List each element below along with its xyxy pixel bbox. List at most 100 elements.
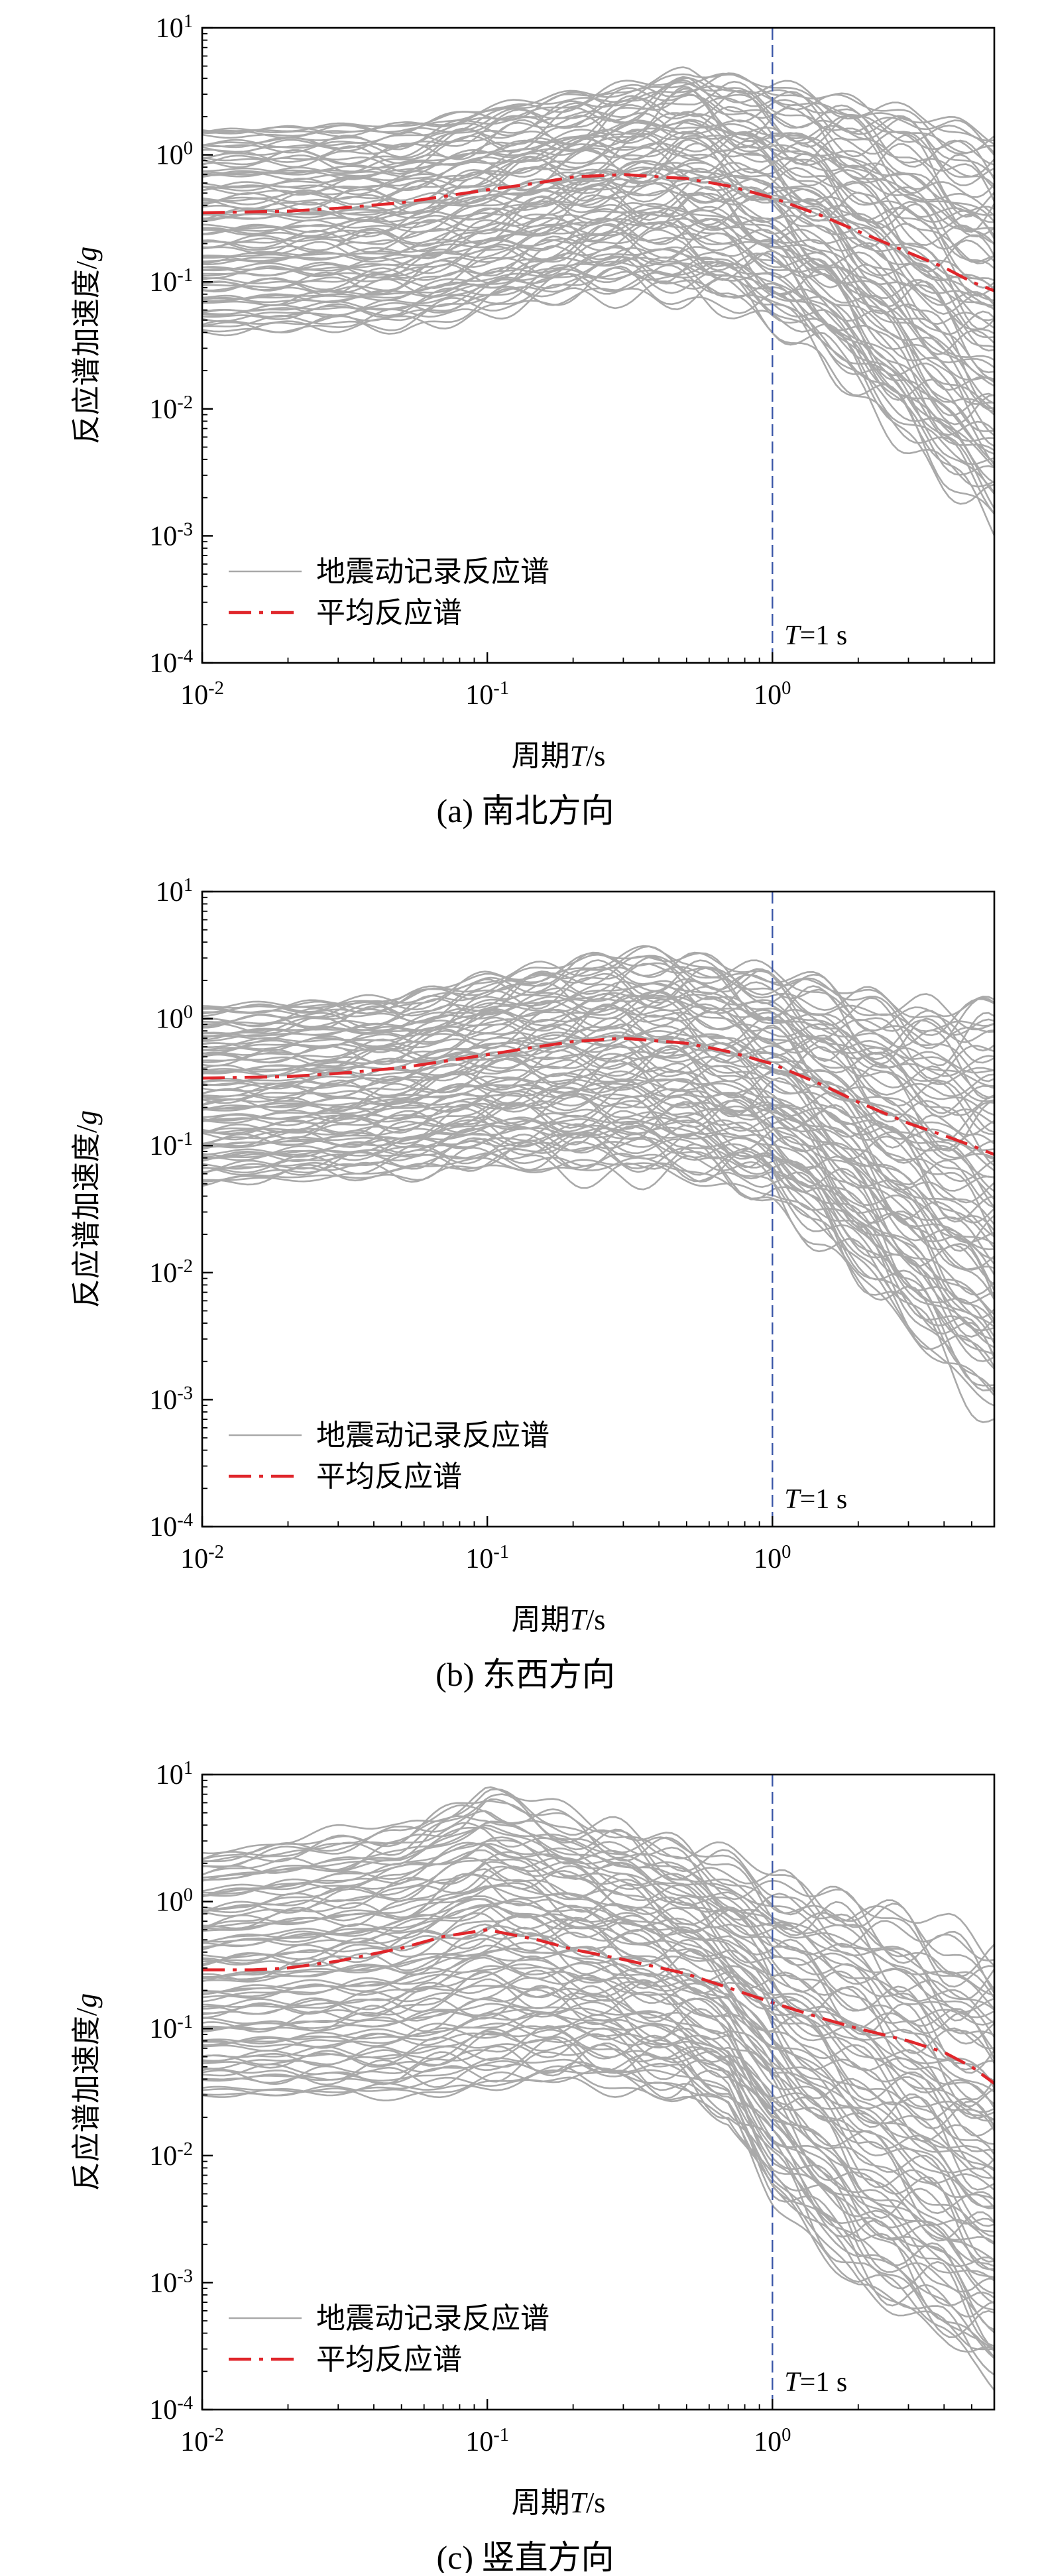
record-spectrum-line — [202, 1978, 994, 2245]
record-spectrum-line — [202, 992, 994, 1074]
record-spectrum-line — [202, 1788, 994, 1991]
record-spectrum-line — [202, 88, 994, 218]
record-spectrum-line — [202, 221, 994, 436]
mean-spectrum-line — [202, 1037, 994, 1156]
record-spectrum-line — [202, 1885, 994, 2085]
record-spectrum-line — [202, 1786, 994, 1967]
period-1s-label: T=1 s — [784, 620, 847, 651]
y-tick-label: 100 — [156, 1885, 193, 1918]
x-axis-label: 周期T/s — [512, 2487, 606, 2519]
record-spectrum-line — [202, 1820, 994, 2010]
record-spectrum-line — [202, 1932, 994, 2191]
record-spectrum-line — [202, 79, 994, 186]
y-axis-label: 反应谱加速度/g — [70, 1110, 103, 1308]
record-spectrum-line — [202, 1069, 994, 1245]
record-spectrum-line — [202, 1080, 994, 1251]
x-axis-label: 周期T/s — [512, 740, 606, 772]
y-tick-label: 100 — [156, 1002, 193, 1035]
record-spectrum-line — [202, 160, 994, 310]
record-spectrum-line — [202, 1800, 994, 1988]
record-spectrum-line — [202, 1004, 994, 1123]
record-spectrum-line — [202, 951, 994, 1046]
record-spectrum-line — [202, 119, 994, 217]
record-spectrum-line — [202, 1969, 994, 2233]
record-spectrum-line — [202, 1043, 994, 1204]
record-spectrum-line — [202, 1133, 994, 1387]
record-spectrum-line — [202, 95, 994, 198]
legend-label-records: 地震动记录反应谱 — [316, 2302, 550, 2335]
record-spectrum-line — [202, 1044, 994, 1232]
record-spectrum-line — [202, 135, 994, 289]
record-spectrum-line — [202, 255, 994, 455]
record-spectrum-line — [202, 77, 994, 154]
record-spectrum-line — [202, 1095, 994, 1299]
x-tick-label: 10-2 — [180, 678, 224, 711]
record-spectrum-line — [202, 951, 994, 1031]
record-spectrum-line — [202, 133, 994, 247]
x-tick-label: 100 — [754, 2425, 791, 2458]
axes-frame — [201, 1773, 996, 2411]
record-spectrum-line — [202, 264, 994, 484]
record-spectrum-line — [202, 161, 994, 322]
record-spectrum-line — [202, 967, 994, 1100]
record-spectrum-line — [202, 1041, 994, 1178]
legend-label-records: 地震动记录反应谱 — [316, 556, 550, 588]
record-spectrum-line — [202, 1079, 994, 1271]
record-spectrum-line — [202, 1858, 994, 2071]
record-spectrum-line — [202, 170, 994, 329]
legend-label-mean: 平均反应谱 — [316, 1460, 462, 1493]
record-spectrum-line — [202, 2014, 994, 2268]
legend-label-mean: 平均反应谱 — [316, 2343, 462, 2376]
record-spectrum-line — [202, 217, 994, 391]
record-spectrum-line — [202, 2044, 994, 2339]
record-spectrum-line — [202, 1873, 994, 2108]
record-spectrum-line — [202, 983, 994, 1077]
record-spectrum-line — [202, 229, 994, 465]
y-tick-label: 101 — [156, 875, 193, 908]
record-spectrum-line — [202, 1971, 994, 2237]
y-tick-label: 10-4 — [149, 646, 193, 679]
record-spectrum-line — [202, 1029, 994, 1171]
record-spectrum-line — [202, 2071, 994, 2391]
record-spectrum-line — [202, 1132, 994, 1357]
record-spectrum-line — [202, 1842, 994, 2019]
record-spectrum-line — [202, 224, 994, 416]
axes-frame — [201, 890, 996, 1528]
record-spectrum-line — [202, 1985, 994, 2270]
record-spectrum-line — [202, 1133, 994, 1391]
record-spectrum-line — [202, 959, 994, 1067]
record-spectrum-line — [202, 207, 994, 369]
chart-panel-a: T=1 s 10-4 10-3 10-2 10-1 100 101 10-2 10-1 100 周期… — [70, 11, 996, 829]
record-spectrum-line — [202, 72, 994, 145]
panel-caption: (a) 南北方向 — [437, 792, 614, 829]
axes-frame — [201, 27, 996, 664]
record-spectrum-line — [202, 2033, 994, 2307]
record-spectrum-line — [202, 73, 994, 153]
record-spectrum-line — [202, 176, 994, 374]
record-spectrum-line — [202, 1973, 994, 2215]
record-spectrum-line — [202, 1081, 994, 1265]
x-tick-label: 10-1 — [465, 2425, 509, 2458]
y-tick-label: 10-1 — [149, 265, 193, 298]
record-spectrum-line — [202, 1900, 994, 2109]
record-spectrum-line — [202, 1142, 994, 1393]
record-spectrum-line — [202, 1857, 994, 2074]
record-spectrum-line — [202, 1962, 994, 2191]
y-tick-label: 10-1 — [149, 2012, 193, 2045]
y-tick-label: 10-4 — [149, 1510, 193, 1543]
record-spectrum-line — [202, 945, 994, 1049]
record-spectrum-line — [202, 945, 994, 1033]
y-tick-label: 101 — [156, 1758, 193, 1791]
x-tick-label: 10-1 — [465, 678, 509, 711]
y-tick-label: 100 — [156, 138, 193, 171]
period-1s-label: T=1 s — [784, 1484, 847, 1515]
y-tick-label: 10-2 — [149, 392, 193, 425]
panel-caption: (b) 东西方向 — [435, 1656, 615, 1693]
period-1s-label: T=1 s — [784, 2367, 847, 2398]
record-spectrum-line — [202, 2038, 994, 2347]
record-spectra-curves — [202, 945, 994, 1423]
x-axis-label: 周期T/s — [512, 1604, 606, 1636]
